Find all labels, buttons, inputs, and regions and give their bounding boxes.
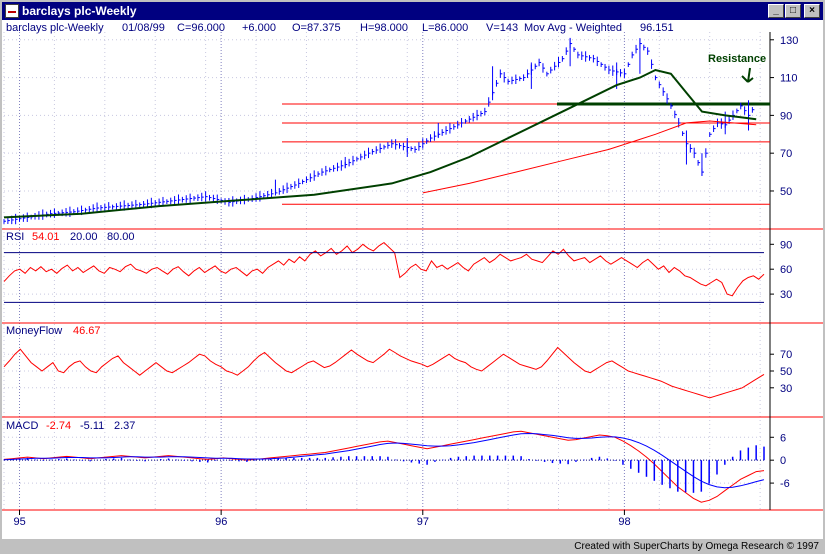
header-open: O=87.375 — [292, 22, 341, 34]
moneyflow-line-moneyflow — [3, 346, 765, 399]
macd-label: MACD — [6, 420, 38, 432]
header-high: H=98.000 — [360, 22, 408, 34]
price-tick-label: 70 — [780, 148, 792, 160]
moneyflow-tick-label: 50 — [780, 366, 792, 378]
macd-signal-value: -5.11 — [80, 420, 104, 432]
rsi-tick-label: 90 — [780, 239, 792, 251]
macd-diff-value: 2.37 — [114, 420, 135, 432]
rsi-level-low: 20.00 — [70, 231, 98, 243]
rsi-label: RSI — [6, 231, 24, 243]
chart-background — [2, 20, 823, 539]
x-tick-label: 96 — [215, 516, 227, 528]
macd-tick-label: 6 — [780, 432, 786, 444]
app-icon — [5, 4, 19, 18]
chart-area[interactable]: barclays plc-Weekly 01/08/99 C=96.000 +6… — [2, 20, 823, 539]
macd-tick-label: 0 — [780, 455, 786, 467]
price-tick-label: 90 — [780, 110, 792, 122]
resistance-annotation: Resistance — [708, 53, 766, 65]
rsi-line-rsi — [3, 241, 765, 297]
price-tick-label: 110 — [780, 73, 798, 85]
rsi-tick-label: 30 — [780, 289, 792, 301]
macd-line-signal — [3, 432, 765, 489]
moneyflow-tick-label: 30 — [780, 383, 792, 395]
macd-value: -2.74 — [46, 420, 71, 432]
rsi-tick-label: 60 — [780, 264, 792, 276]
slow-average-line — [422, 120, 757, 194]
price-tick-label: 50 — [780, 186, 792, 198]
header-change: +6.000 — [242, 22, 276, 34]
moneyflow-label: MoneyFlow — [6, 325, 62, 337]
x-tick-label: 97 — [417, 516, 429, 528]
x-tick-label: 98 — [618, 516, 630, 528]
resistance-arrow-icon — [741, 67, 754, 83]
window-title: barclays plc-Weekly — [22, 4, 137, 18]
macd-panel — [3, 430, 765, 503]
header-close: C=96.000 — [177, 22, 225, 34]
weighted-average-line — [3, 68, 757, 219]
grid-lines — [3, 32, 764, 510]
x-tick-label: 95 — [14, 516, 26, 528]
header-indicator: Mov Avg - Weighted — [524, 22, 622, 34]
title-bar[interactable]: barclays plc-Weekly _ □ × — [2, 2, 823, 20]
header-volume: V=143 — [486, 22, 518, 34]
rsi-level-high: 80.00 — [107, 231, 135, 243]
close-button[interactable]: × — [804, 4, 820, 18]
price-tick-label: 130 — [780, 35, 798, 47]
moneyflow-tick-label: 70 — [780, 349, 792, 361]
price-panel — [3, 37, 770, 225]
header-date: 01/08/99 — [122, 22, 165, 34]
footer-credit: Created with SuperCharts by Omega Resear… — [574, 541, 819, 552]
macd-tick-label: -6 — [780, 478, 790, 490]
header-symbol: barclays plc-Weekly — [6, 22, 104, 34]
moneyflow-panel — [3, 346, 765, 399]
moneyflow-value: 46.67 — [73, 325, 101, 337]
maximize-button[interactable]: □ — [785, 4, 801, 18]
rsi-value: 54.01 — [32, 231, 60, 243]
minimize-button[interactable]: _ — [768, 4, 784, 18]
rsi-panel — [3, 241, 765, 303]
header-indicator-value: 96.151 — [640, 22, 674, 34]
panel-frames — [2, 32, 823, 511]
header-low: L=86.000 — [422, 22, 468, 34]
